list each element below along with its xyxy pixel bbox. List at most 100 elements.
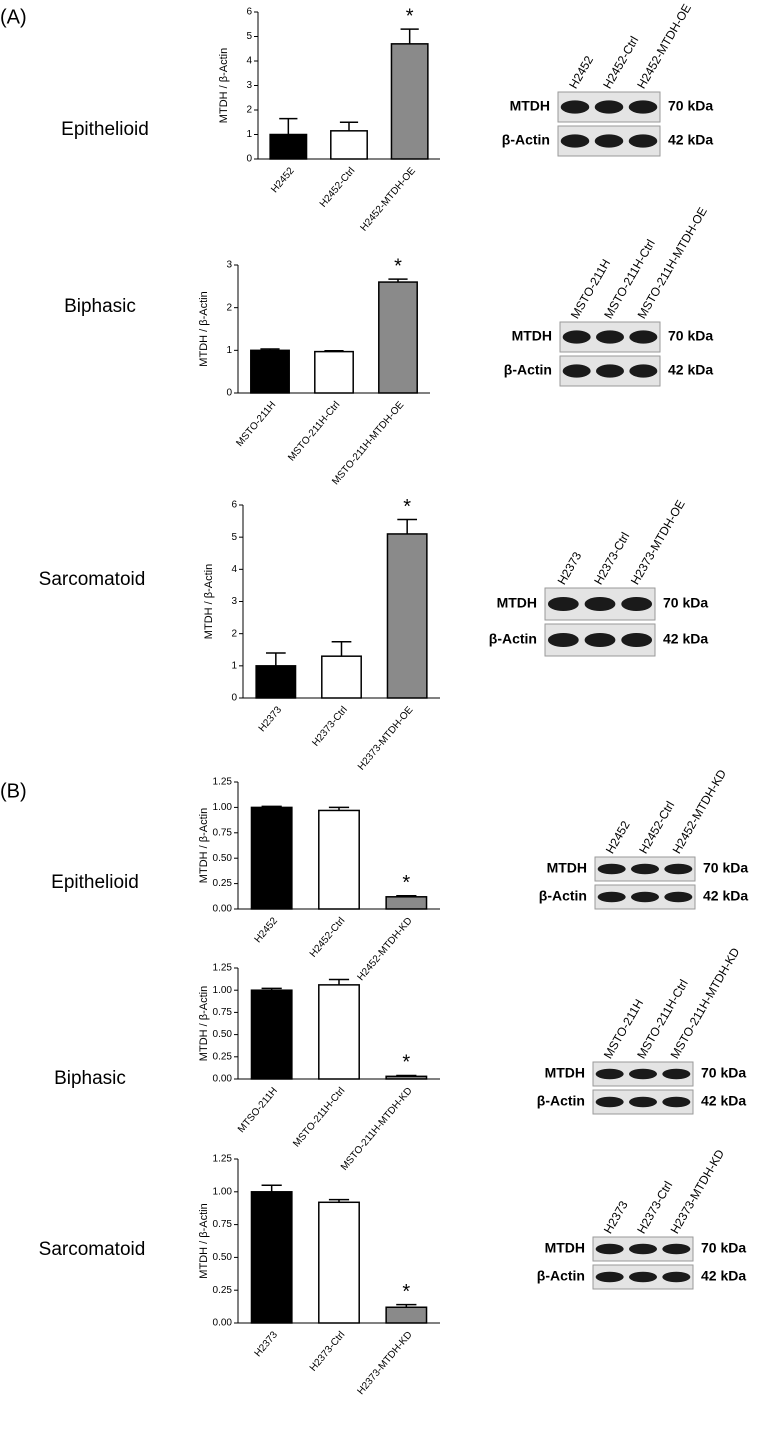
error-bar (396, 895, 417, 897)
error-bar (396, 1303, 417, 1308)
blot-band (631, 863, 659, 875)
lane-label: H2452 (566, 53, 596, 91)
y-tick-label: 0.75 (213, 1007, 233, 1018)
error-bar (328, 806, 350, 811)
error-bar (261, 987, 282, 991)
error-bar (265, 652, 286, 666)
y-axis-label: MTDH / β-Actin (198, 808, 210, 883)
size-label: 70 kDa (668, 328, 713, 344)
bar (385, 1075, 428, 1080)
error-bar (328, 978, 350, 985)
y-axis-label: MTDH / β-Actin (198, 291, 210, 366)
blot-band (597, 863, 626, 875)
x-tick-label: MSTO-211H-Ctrl (286, 400, 342, 464)
y-tick-label: 1.00 (213, 985, 233, 996)
size-label: 70 kDa (703, 860, 748, 876)
row-label: Epithelioid (61, 119, 149, 140)
y-tick-label: 0.50 (213, 1252, 233, 1263)
protein-label: MTDH (512, 328, 552, 344)
size-label: 42 kDa (668, 132, 713, 148)
size-label: 70 kDa (701, 1240, 746, 1256)
y-tick-label: 1 (226, 345, 232, 356)
error-bar (324, 350, 344, 352)
y-axis-label: MTDH / β-Actin (218, 48, 230, 123)
x-tick-label: MSTO-211H-MTDH-OE (330, 399, 406, 487)
protein-label: MTDH (545, 1065, 585, 1081)
size-label: 70 kDa (701, 1065, 746, 1081)
error-bar (261, 1184, 282, 1192)
significance-mark: * (406, 5, 414, 27)
y-tick-label: 0.25 (213, 1285, 233, 1296)
blot-band (621, 632, 653, 648)
significance-mark: * (402, 1281, 410, 1303)
bar (378, 281, 418, 394)
lane-label: H2373-MTDH-OE (628, 498, 688, 588)
x-tick-label: MTSO-211H (236, 1086, 280, 1136)
y-tick-label: 5 (246, 31, 252, 42)
protein-label: β-Actin (489, 631, 537, 647)
bar (321, 655, 362, 699)
x-tick-label: MSTO-211H (234, 400, 278, 449)
panel-label: (A) (0, 6, 27, 28)
x-tick-label: H2452-MTDH-KD (356, 916, 415, 984)
bar (250, 989, 293, 1080)
bar (385, 896, 428, 910)
x-tick-label: H2452 (269, 165, 297, 195)
error-bar (339, 121, 359, 131)
blot-band (595, 1243, 624, 1255)
size-label: 42 kDa (663, 631, 708, 647)
y-tick-label: 1 (246, 129, 252, 140)
x-tick-label: H2373-MTDH-KD (356, 1330, 415, 1398)
blot-band (560, 134, 590, 148)
x-tick-label: H2452-Ctrl (308, 916, 348, 960)
row-label: Epithelioid (51, 872, 139, 893)
blot-band (629, 1096, 657, 1108)
lane-label: H2373 (601, 1198, 631, 1236)
error-bar (279, 117, 298, 135)
x-tick-label: H2373 (253, 1329, 281, 1359)
y-tick-label: 2 (246, 105, 252, 116)
blot-band (597, 891, 626, 903)
blot-band (629, 1068, 657, 1080)
y-tick-label: 0 (246, 154, 252, 165)
blot-band (595, 1096, 624, 1108)
significance-mark: * (394, 255, 402, 277)
blot-band (629, 330, 658, 344)
blot-band (596, 330, 624, 344)
blot-band (621, 596, 653, 612)
protein-label: MTDH (497, 595, 537, 611)
y-tick-label: 0.75 (213, 827, 233, 838)
blot-band (664, 863, 693, 875)
y-tick-label: 6 (231, 500, 237, 511)
significance-mark: * (403, 496, 411, 518)
x-tick-label: H2373-Ctrl (308, 1330, 348, 1374)
significance-mark: * (402, 1052, 410, 1074)
y-tick-label: 0.00 (213, 1074, 233, 1085)
x-tick-label: H2373-MTDH-OE (356, 704, 416, 772)
x-tick-label: H2452-Ctrl (318, 166, 358, 210)
row-label: Biphasic (64, 296, 136, 317)
size-label: 42 kDa (668, 362, 713, 378)
y-tick-label: 3 (246, 80, 252, 91)
error-bar (397, 518, 418, 534)
lane-label: H2452 (603, 818, 633, 856)
blot-band (562, 330, 591, 344)
y-tick-label: 1 (231, 660, 237, 671)
lane-label: H2452-MTDH-OE (634, 2, 694, 92)
bar (385, 1306, 428, 1324)
bar (390, 43, 429, 160)
blot-band (662, 1096, 691, 1108)
blot-band (629, 1271, 657, 1283)
blot-band (628, 134, 658, 148)
y-tick-label: 4 (246, 56, 252, 67)
y-tick-label: 3 (226, 260, 232, 271)
y-tick-label: 5 (231, 532, 237, 543)
bar (255, 665, 297, 699)
y-tick-label: 6 (246, 7, 252, 18)
y-tick-label: 2 (226, 302, 232, 313)
blot-band (629, 364, 658, 378)
blot-band (662, 1243, 691, 1255)
blot-band (628, 100, 658, 114)
blot-band (584, 596, 616, 612)
